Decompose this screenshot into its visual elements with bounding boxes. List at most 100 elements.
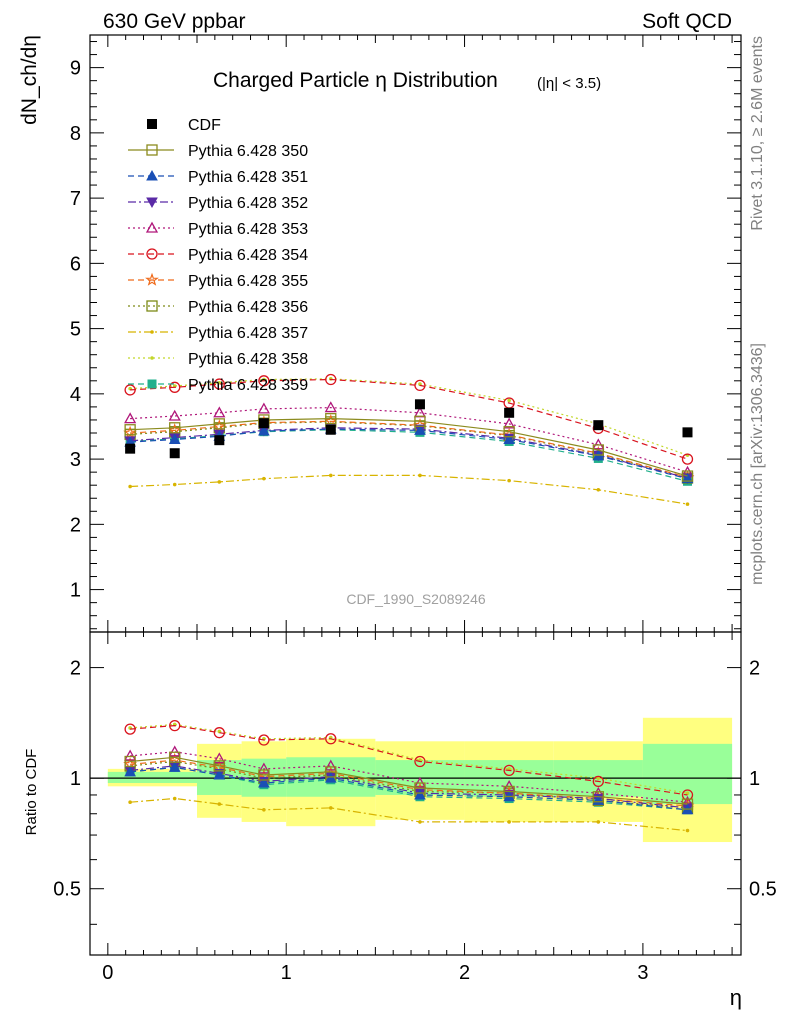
ratio-y-tick-label: 2: [70, 658, 81, 680]
mc-series-3-point: [592, 438, 605, 450]
mc-series-3-point: [168, 409, 181, 421]
ratio-series-0-point: [213, 760, 225, 772]
ratio-series-4-point: [592, 775, 604, 788]
legend-marker: [150, 356, 154, 360]
legend-label: Pythia 6.428 356: [188, 299, 308, 316]
data-point: [593, 420, 604, 431]
mc-series-1-point: [503, 433, 515, 445]
ratio-series-4-point: [258, 734, 270, 746]
ratio-y-tick-label-right: 2: [749, 658, 760, 680]
mc-series-7-point: [128, 484, 132, 489]
ratio-series-0-line: [130, 756, 688, 805]
mc-series-7-point: [217, 480, 222, 484]
ratio-series-3-point: [324, 759, 337, 771]
ratio-series-1-point: [168, 761, 181, 772]
ratio-series-0-point: [681, 798, 694, 810]
mc-series-7-point: [685, 502, 690, 506]
x-tick-label: 1: [281, 962, 292, 984]
legend-marker: [146, 300, 158, 312]
header-left: 630 GeV ppbar: [103, 10, 245, 33]
x-axis-label: η: [730, 985, 742, 1010]
ratio-series-1-point: [124, 765, 136, 777]
mc-series: [124, 423, 694, 484]
mc-series-4-point: [414, 379, 426, 392]
mc-series-3-point: [124, 412, 137, 424]
ratio-series-3-point: [168, 745, 181, 757]
x-tick-label: 0: [102, 962, 113, 984]
legend-marker: [145, 272, 159, 286]
y-tick-label: 1: [70, 580, 81, 602]
ratio-series-0-point: [258, 769, 270, 781]
mc-series: [128, 473, 690, 506]
data-point: [169, 448, 180, 459]
legend-marker: [146, 197, 158, 209]
ratio-series-1-point: [213, 768, 226, 780]
ratio-series-4-point: [124, 723, 136, 735]
legend-marker: [145, 221, 159, 233]
mc-series-4-point: [325, 373, 337, 386]
ratio-series-0-point: [592, 791, 604, 803]
ratio-y-tick-label: 1: [70, 768, 81, 790]
ratio-series-2-line: [130, 765, 688, 809]
ratio-series-0-point: [169, 751, 181, 763]
ratio-y-tick-label: 0.5: [53, 879, 81, 901]
mc-series: [123, 414, 695, 484]
uncertainty-band-stat: [107, 771, 198, 784]
legend-label: Pythia 6.428 357: [188, 325, 308, 342]
mc-series-7-point: [172, 482, 177, 487]
ratio-series-0-point: [325, 766, 337, 778]
legend-label: Pythia 6.428 358: [188, 351, 308, 368]
legend-label: CDF: [188, 117, 221, 134]
mc-series-7-point: [507, 478, 511, 483]
mc-series-3-point: [324, 401, 337, 413]
data-point: [258, 418, 269, 429]
mc-series-5-line: [130, 420, 688, 478]
mc-series-7-point: [418, 473, 422, 478]
ratio-series-7-point: [128, 800, 132, 805]
y-tick-label: 2: [70, 514, 81, 536]
ratio-series-1-point: [258, 776, 270, 788]
ratio-y-tick-label-right: 1: [749, 768, 760, 790]
mc-series-1-point: [168, 433, 181, 445]
ratio-series-3-point: [213, 752, 226, 764]
mc-series: [124, 423, 694, 485]
mc-series-0-point: [681, 470, 694, 482]
ratio-series-7-point: [217, 802, 222, 806]
y-tick-label: 5: [70, 319, 81, 341]
ratio-series-4-point: [169, 719, 181, 732]
mc-series-1-point: [258, 425, 270, 436]
ratio-series-8-point: [596, 776, 601, 780]
mc-series-3-point: [503, 417, 516, 429]
mc-series-4-point: [213, 378, 225, 390]
data-point: [682, 427, 693, 438]
mc-series-4-point: [124, 384, 136, 396]
mc-series-3-point: [213, 406, 226, 418]
ratio-series-4-point: [681, 789, 694, 801]
main-y-axis-label: dN_ch/dη: [18, 35, 41, 125]
y-tick-label: 3: [70, 449, 81, 471]
ratio-series-1-point: [324, 772, 337, 783]
mc-series-2-line: [130, 427, 688, 479]
ratio-series-7-point: [418, 820, 422, 824]
legend-label: Pythia 6.428 359: [188, 377, 308, 394]
mc-series-0-line: [130, 417, 688, 477]
legend-marker: [146, 169, 158, 181]
mc-series-4-point: [681, 453, 694, 465]
ratio-series-7-point: [685, 828, 690, 833]
mc-series: [124, 401, 694, 477]
legend-marker: [150, 330, 154, 334]
mc-series-3-line: [130, 406, 688, 473]
legend-marker: [147, 119, 157, 129]
ratio-series-7-point: [596, 820, 601, 824]
mc-series-7-point: [262, 476, 266, 481]
y-tick-label: 4: [70, 384, 81, 406]
mc-series-0-point: [414, 415, 426, 427]
y-tick-label: 7: [70, 188, 81, 210]
ratio-series-0-point: [414, 782, 426, 794]
mc-series-7-point: [596, 487, 601, 492]
ratio-series-8-point: [685, 791, 690, 796]
ratio-series-4-point: [414, 755, 426, 768]
data-point: [125, 443, 136, 454]
ratio-series: [128, 722, 690, 796]
